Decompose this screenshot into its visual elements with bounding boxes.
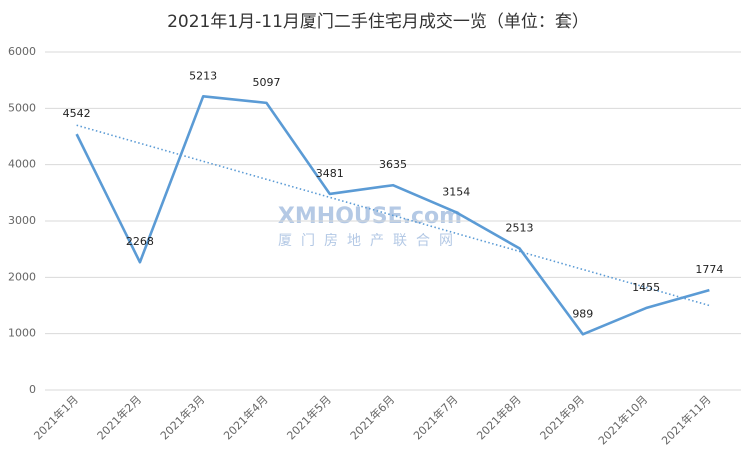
data-label: 1455 — [632, 281, 660, 294]
data-label: 4542 — [63, 107, 91, 120]
y-tick-label: 4000 — [8, 158, 36, 171]
y-tick-label: 5000 — [8, 101, 36, 114]
data-line — [75, 95, 710, 336]
data-label: 3635 — [379, 158, 407, 171]
y-tick-label: 6000 — [8, 45, 36, 58]
data-label: 3154 — [442, 185, 470, 198]
y-tick-label: 2000 — [8, 270, 36, 283]
data-label: 5097 — [252, 76, 280, 89]
watermark-subtitle: 厦门房地产联合网 — [278, 233, 462, 249]
data-label: 1774 — [695, 263, 723, 276]
y-tick-label: 3000 — [8, 214, 36, 227]
chart-title: 2021年1月-11月厦门二手住宅月成交一览（单位：套） — [167, 12, 589, 32]
data-label: 2513 — [506, 221, 534, 234]
data-label: 5213 — [189, 69, 217, 82]
watermark-brand: XMHOUSE.com — [278, 204, 462, 229]
trendline — [76, 124, 710, 307]
data-label: 3481 — [316, 167, 344, 180]
data-label: 989 — [572, 307, 593, 320]
y-tick-label: 1000 — [8, 327, 36, 340]
data-label: 2268 — [126, 235, 154, 248]
y-tick-label: 0 — [29, 383, 36, 396]
